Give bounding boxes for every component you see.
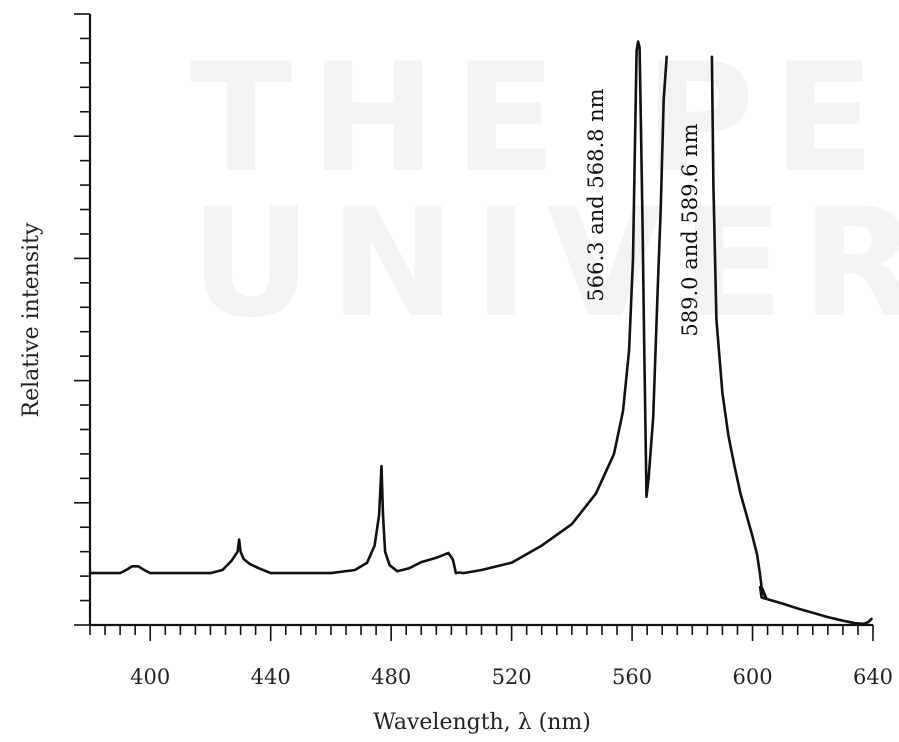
annotation-sodium-566: 566.3 and 568.8 nm [584, 88, 608, 301]
x-tick-label: 440 [251, 665, 291, 689]
x-tick-label: 480 [371, 665, 411, 689]
x-axis-label: Wavelength, λ (nm) [373, 710, 591, 735]
x-tick-label: 640 [853, 665, 893, 689]
spectrum-line-2 [710, 55, 873, 626]
watermark: THE PEOP [190, 32, 899, 206]
x-tick-label: 520 [492, 665, 532, 689]
y-axis-label: Relative intensity [19, 222, 44, 417]
x-tick-label: 560 [612, 665, 652, 689]
annotation-sodium-589: 589.0 and 589.6 nm [678, 123, 702, 336]
spectrum-line-1 [88, 40, 668, 575]
axis-ticks [74, 13, 874, 641]
spectrum-series [88, 40, 873, 626]
x-tick-label: 400 [130, 665, 170, 689]
x-tick-labels: 400 440 480 520 560 600 640 [130, 665, 893, 689]
x-tick-label: 600 [732, 665, 772, 689]
watermark: UNIVERS [190, 177, 899, 351]
